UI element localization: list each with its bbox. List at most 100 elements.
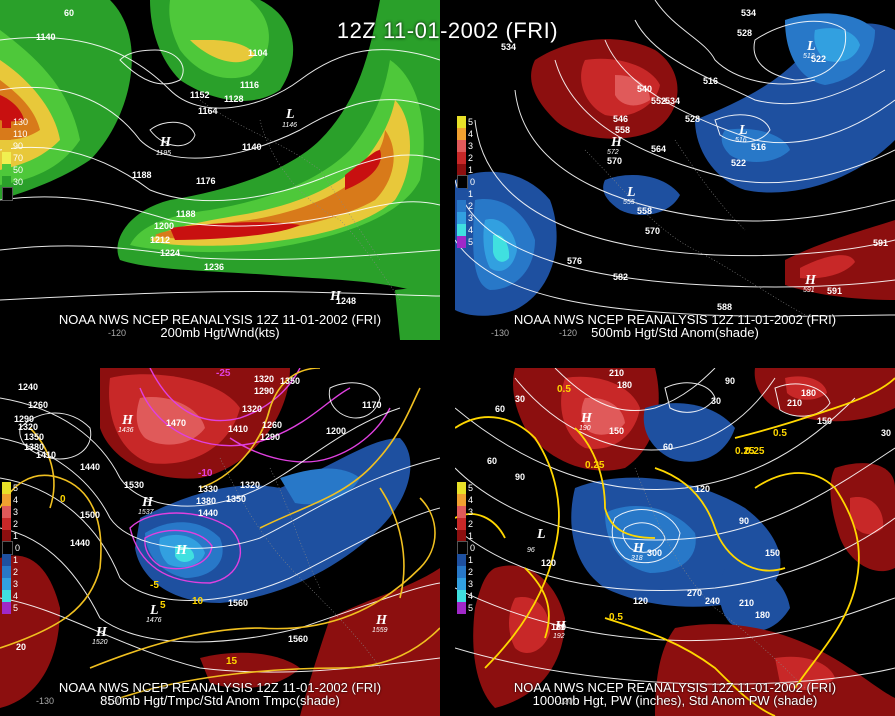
contour-label: 1560: [288, 634, 308, 644]
contour-label: 1260: [262, 420, 282, 430]
contour-label: 180: [617, 380, 632, 390]
contour-label: 90: [725, 376, 735, 386]
temperature-isotherm-label: 15: [226, 656, 238, 667]
longitude-label: -130: [36, 696, 54, 706]
high-pressure-marker: H: [610, 135, 623, 150]
contour-label: 1350: [24, 432, 44, 442]
longitude-label: -120: [555, 696, 573, 706]
contour-label: 1104: [248, 48, 268, 58]
contour-label: 591: [827, 286, 842, 296]
high-pressure-value: 1537: [138, 509, 155, 516]
contour-label: 1140: [36, 32, 56, 42]
contour-label: 1188: [176, 209, 196, 219]
panel-source: NOAA NWS NCEP REANALYSIS 12Z 11-01-2002 …: [58, 680, 382, 695]
contour-label: 1176: [196, 176, 216, 186]
contour-label: 30: [711, 396, 721, 406]
contour-label: 120: [541, 558, 556, 568]
low-pressure-marker: L: [738, 123, 748, 138]
contour-label: 1116: [240, 80, 259, 90]
contour-label: 20: [16, 642, 26, 652]
contour-label: 1500: [80, 510, 100, 520]
temperature-isotherm-label: -10: [198, 468, 213, 479]
contour-label: 1380: [196, 496, 216, 506]
color-legend: 5 4 3 2 1 0 1 2 3 4 5: [457, 482, 475, 614]
contour-label: 534: [665, 96, 680, 106]
precipitable-water-label: 0.5: [773, 428, 787, 439]
contour-label: 1470: [166, 418, 186, 428]
high-pressure-value: 1195: [156, 150, 171, 157]
contour-label: 1170: [362, 400, 382, 410]
high-pressure-value: 572: [607, 149, 619, 156]
contour-label: 534: [501, 42, 516, 52]
precipitable-water-label: 0.5: [609, 612, 623, 623]
color-legend: 130 110 90 70 50 30: [2, 116, 28, 201]
contour-label: 1440: [70, 538, 90, 548]
contour-label: 1290: [14, 414, 34, 424]
contour-label: 150: [765, 548, 780, 558]
contour-label: 60: [663, 442, 673, 452]
low-pressure-value: 516: [735, 137, 747, 144]
contour-label: 558: [637, 206, 652, 216]
contour-label: 1410: [228, 424, 248, 434]
contour-label: 1128: [224, 94, 244, 104]
high-pressure-marker: H: [141, 495, 154, 510]
contour-label: 120: [695, 484, 710, 494]
longitude-label: -120: [559, 328, 577, 338]
contour-label: 60: [495, 404, 505, 414]
high-pressure-value: 1559: [372, 627, 388, 634]
low-pressure-marker: L: [536, 527, 546, 542]
low-pressure-value: 1476: [146, 617, 162, 624]
high-pressure-marker: H: [804, 273, 817, 288]
contour-label: 1440: [80, 462, 100, 472]
contour-label: 1290: [260, 432, 280, 442]
contour-label: 1290: [254, 386, 274, 396]
contour-label: 522: [811, 54, 826, 64]
panel-caption: 200mb Hgt/Wnd(kts): [160, 325, 280, 340]
contour-label: 1440: [198, 508, 218, 518]
contour-label: 1212: [150, 235, 170, 245]
panel-caption: 850mb Hgt/Tmpc/Std Anom Tmpc(shade): [100, 693, 340, 708]
contour-label: 270: [687, 588, 702, 598]
precipitable-water-label: 0.25: [745, 446, 765, 457]
precipitable-water-label: 0.25: [735, 446, 755, 457]
high-pressure-marker: H: [95, 625, 108, 640]
contour-label: 570: [645, 226, 660, 236]
panel-850mb: 1240 1260 1290 1320 1350 1380 1410 1470 …: [0, 368, 440, 716]
contour-label: 582: [613, 272, 628, 282]
longitude-label: -120: [104, 696, 122, 706]
color-legend: 5 4 3 2 1 0 1 2 3 4 5: [2, 482, 20, 614]
panel-200mb: 1140 1104 1116 1152 1128 1164 1140 1188 …: [0, 0, 440, 348]
low-pressure-value: 96: [527, 547, 535, 554]
contour-label: 546: [613, 114, 628, 124]
contour-label: 1260: [28, 400, 48, 410]
contour-label: 1350: [280, 376, 300, 386]
high-pressure-value: 318: [631, 555, 643, 562]
contour-label: 1224: [160, 248, 180, 258]
contour-label: 1188: [132, 170, 152, 180]
high-pressure-marker: H: [329, 289, 342, 304]
contour-label: 522: [731, 158, 746, 168]
map-500mb: 534 528 534 522 516 540 552 534 528 546 …: [455, 0, 895, 338]
contour-label: 60: [487, 456, 497, 466]
contour-label: 570: [607, 156, 622, 166]
contour-label: 516: [751, 142, 766, 152]
contour-label: 1530: [124, 480, 144, 490]
contour-label: 210: [609, 368, 624, 378]
high-pressure-marker: H: [554, 619, 567, 634]
map-850mb: 1240 1260 1290 1320 1350 1380 1410 1470 …: [0, 368, 440, 716]
precipitable-water-label: 0.5: [557, 384, 571, 395]
contour-label: 180: [801, 388, 816, 398]
high-pressure-marker: H: [121, 413, 134, 428]
high-pressure-marker: H: [632, 541, 645, 556]
high-pressure-marker: H: [580, 411, 593, 426]
high-pressure-marker: H: [175, 543, 188, 558]
contour-label: 1200: [154, 221, 174, 231]
contour-label: 30: [881, 428, 891, 438]
contour-label: 1330: [198, 484, 218, 494]
low-pressure-marker: L: [806, 39, 816, 54]
contour-label: 180: [551, 622, 566, 632]
contour-label: 1350: [226, 494, 246, 504]
high-pressure-marker: H: [375, 613, 388, 628]
contour-label: 1320: [18, 422, 38, 432]
high-pressure-value: 1520: [92, 639, 108, 646]
